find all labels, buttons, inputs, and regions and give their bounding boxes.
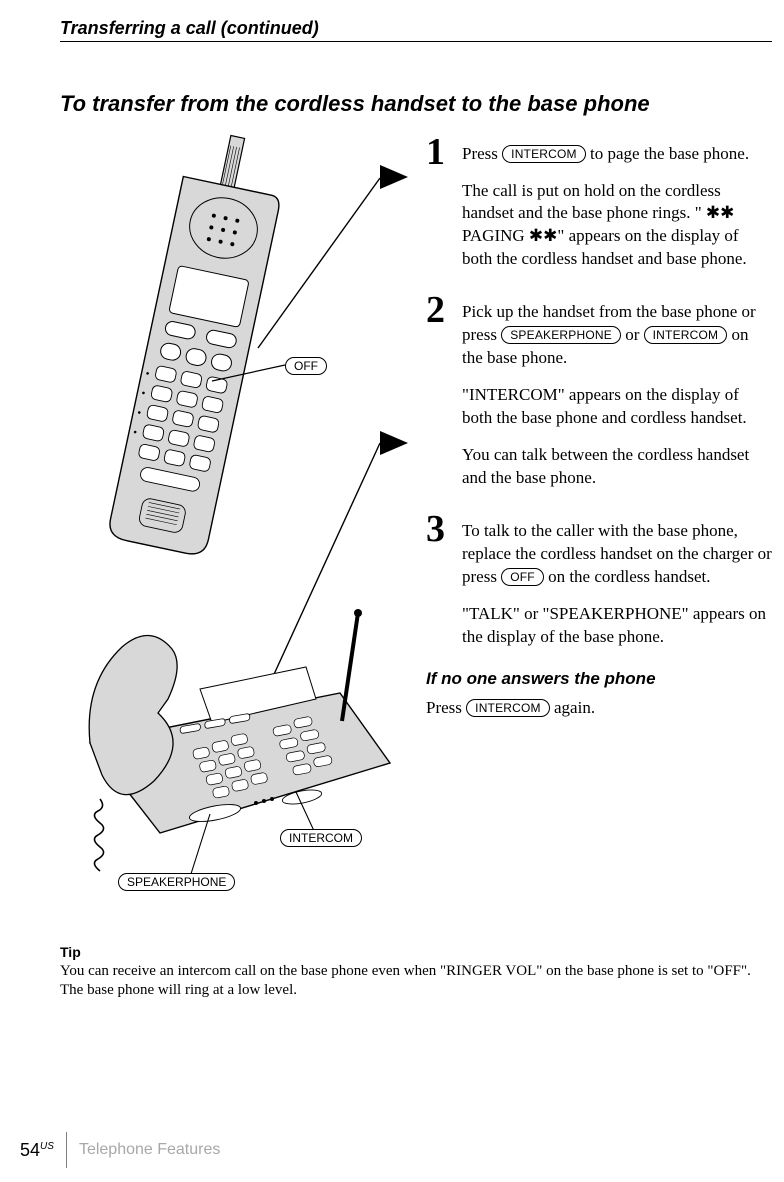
- step-extra: "INTERCOM" appears on the display of bot…: [462, 384, 772, 430]
- speakerphone-button-label: SPEAKERPHONE: [501, 326, 621, 344]
- page-number-sup: US: [40, 1141, 54, 1152]
- footer-separator: [66, 1132, 67, 1168]
- steps-column: 1 Press INTERCOM to page the base phone.…: [426, 133, 772, 908]
- step-extra: "TALK" or "SPEAKERPHONE" appears on the …: [462, 603, 772, 649]
- arrow-icon: [380, 431, 408, 455]
- tip-block: Tip You can receive an intercom call on …: [60, 944, 772, 1001]
- step-number: 2: [426, 291, 456, 504]
- illustration-column: OFF INTERCOM SPEAKERPHONE: [60, 133, 410, 908]
- intercom-button-label: INTERCOM: [644, 326, 728, 344]
- step-text: to page the base phone.: [586, 144, 749, 163]
- page-footer: 54US Telephone Features: [0, 1132, 220, 1168]
- tip-body: You can receive an intercom call on the …: [60, 962, 772, 1001]
- intercom-button-label: INTERCOM: [466, 699, 550, 717]
- step-extra: You can talk between the cordless handse…: [462, 444, 772, 490]
- intercom-label: INTERCOM: [280, 829, 362, 847]
- no-answer-text: Press INTERCOM again.: [426, 697, 772, 720]
- step-number: 3: [426, 510, 456, 663]
- phone-illustration: [60, 133, 410, 903]
- footer-section-label: Telephone Features: [79, 1141, 220, 1159]
- page-header: Transferring a call (continued): [60, 18, 772, 42]
- page-number-value: 54: [20, 1140, 40, 1160]
- step-3: 3 To talk to the caller with the base ph…: [426, 510, 772, 663]
- step-1: 1 Press INTERCOM to page the base phone.…: [426, 133, 772, 286]
- step-body: Press INTERCOM to page the base phone. T…: [462, 133, 772, 286]
- text: Press: [426, 698, 466, 717]
- intercom-button-label: INTERCOM: [502, 145, 586, 163]
- speakerphone-label: SPEAKERPHONE: [118, 873, 235, 891]
- step-text: on the cordless handset.: [544, 567, 711, 586]
- off-button-label: OFF: [501, 568, 544, 586]
- content-row: OFF INTERCOM SPEAKERPHONE 1 Press INTERC…: [60, 133, 772, 908]
- step-text: or: [621, 325, 644, 344]
- step-extra: The call is put on hold on the cordless …: [462, 180, 772, 272]
- text: again.: [550, 698, 595, 717]
- arrow-icon: [380, 165, 408, 189]
- page-number: 54US: [0, 1140, 54, 1161]
- section-title: To transfer from the cordless handset to…: [60, 90, 772, 119]
- step-2: 2 Pick up the handset from the base phon…: [426, 291, 772, 504]
- step-body: To talk to the caller with the base phon…: [462, 510, 772, 663]
- off-label: OFF: [285, 357, 327, 375]
- step-text: Press: [462, 144, 502, 163]
- tip-heading: Tip: [60, 944, 772, 960]
- no-answer-heading: If no one answers the phone: [426, 669, 772, 689]
- step-number: 1: [426, 133, 456, 286]
- step-body: Pick up the handset from the base phone …: [462, 291, 772, 504]
